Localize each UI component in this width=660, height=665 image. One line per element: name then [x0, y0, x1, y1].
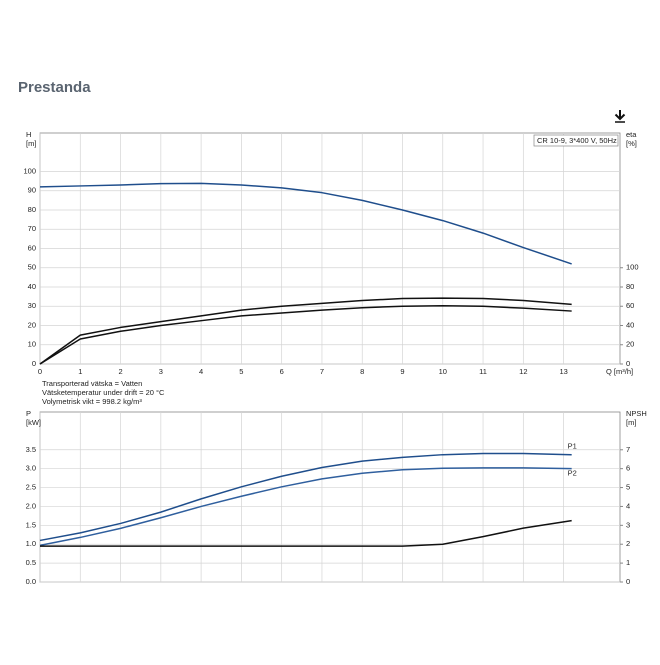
y-tick-label: 10 [28, 340, 36, 349]
x-tick-label: 5 [239, 367, 243, 376]
annotation: Volymetrisk vikt = 998.2 kg/m³ [42, 397, 142, 406]
y2-tick-label: 3 [626, 520, 630, 529]
x-axis-label: Q [m³/h] [606, 367, 633, 376]
curve [39, 467, 572, 547]
y2-axis-label: NPSH [626, 409, 647, 418]
y-tick-label: 0 [32, 359, 36, 368]
legend-box [533, 134, 619, 147]
y2-tick-label: 2 [626, 539, 630, 548]
series-label: P1 [568, 442, 577, 451]
y-tick-label: 60 [28, 243, 36, 252]
y-axis-label: H [26, 130, 31, 139]
series-label: P2 [568, 469, 577, 478]
curve [39, 297, 572, 365]
y-tick-label: 90 [28, 186, 36, 195]
y2-tick-label: 7 [626, 445, 630, 454]
x-tick-label: 11 [479, 367, 487, 376]
y-axis-label: [m] [26, 139, 36, 148]
y2-tick-label: 100 [626, 263, 639, 272]
y-axis-label: [kW] [26, 418, 41, 427]
y2-tick-label: 4 [626, 501, 630, 510]
y-tick-label: 0.5 [26, 558, 36, 567]
curve [39, 305, 572, 365]
x-tick-label: 4 [199, 367, 203, 376]
y-tick-label: 50 [28, 263, 36, 272]
y-tick-label: 1.0 [26, 539, 36, 548]
y-tick-label: 100 [23, 166, 36, 175]
y2-tick-label: 0 [626, 359, 630, 368]
y2-tick-label: 0 [626, 577, 630, 586]
annotation: Transporterad vätska = Vatten [42, 379, 142, 388]
y2-tick-label: 6 [626, 464, 630, 473]
legend-text: CR 10-9, 3*400 V, 50Hz [537, 136, 617, 145]
y-tick-label: 30 [28, 301, 36, 310]
x-tick-label: 1 [78, 367, 82, 376]
y-tick-label: 70 [28, 224, 36, 233]
x-tick-label: 8 [360, 367, 364, 376]
x-tick-label: 3 [159, 367, 163, 376]
y2-tick-label: 80 [626, 282, 634, 291]
y-axis-label: P [26, 409, 31, 418]
y-tick-label: 0.0 [26, 577, 36, 586]
y-tick-label: 3.0 [26, 464, 36, 473]
y-tick-label: 3.5 [26, 445, 36, 454]
y-tick-label: 2.5 [26, 483, 36, 492]
annotation: Vätsketemperatur under drift = 20 °C [42, 388, 165, 397]
y2-axis-label: [%] [626, 139, 637, 148]
y2-tick-label: 1 [626, 558, 630, 567]
y-tick-label: 2.0 [26, 501, 36, 510]
curve [39, 182, 572, 265]
x-tick-label: 10 [439, 367, 447, 376]
section-title: Prestanda [18, 79, 91, 96]
curve [39, 452, 572, 542]
download-icon[interactable] [614, 110, 626, 123]
x-tick-label: 12 [519, 367, 527, 376]
plot-frame [39, 411, 621, 583]
x-tick-label: 9 [400, 367, 404, 376]
y2-tick-label: 40 [626, 320, 634, 329]
y-tick-label: 80 [28, 205, 36, 214]
x-tick-label: 13 [559, 367, 567, 376]
y2-tick-label: 5 [626, 483, 630, 492]
x-tick-label: 0 [38, 367, 42, 376]
x-tick-label: 7 [320, 367, 324, 376]
x-tick-label: 2 [118, 367, 122, 376]
curve [40, 519, 572, 547]
x-tick-label: 6 [280, 367, 284, 376]
y2-axis-label: eta [626, 130, 637, 139]
y2-tick-label: 20 [626, 340, 634, 349]
y-tick-label: 1.5 [26, 520, 36, 529]
y-tick-label: 20 [28, 320, 36, 329]
y-tick-label: 40 [28, 282, 36, 291]
y2-axis-label: [m] [626, 418, 636, 427]
y2-tick-label: 60 [626, 301, 634, 310]
